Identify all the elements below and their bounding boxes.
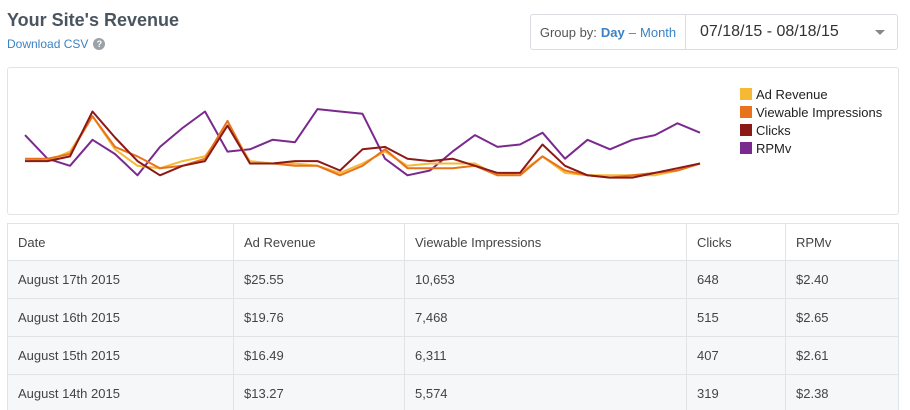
group-by-separator: – bbox=[628, 24, 637, 40]
table-row: August 15th 2015 $16.49 6,311 407 $2.61 bbox=[8, 337, 898, 375]
group-by-day-option[interactable]: Day bbox=[600, 24, 625, 40]
column-header-ad-revenue[interactable]: Ad Revenue bbox=[234, 224, 405, 260]
table-cell: 7,468 bbox=[405, 299, 687, 336]
revenue-line-chart bbox=[24, 108, 701, 179]
legend-item-ad-revenue[interactable]: Ad Revenue bbox=[740, 85, 882, 103]
table-cell: 6,311 bbox=[405, 337, 687, 374]
legend-item-rpmv[interactable]: RPMv bbox=[740, 139, 882, 157]
table-cell: $25.55 bbox=[234, 261, 405, 298]
chevron-down-icon bbox=[875, 29, 885, 35]
table-row: August 16th 2015 $19.76 7,468 515 $2.65 bbox=[8, 299, 898, 337]
group-by-selector: Group by: Day – Month bbox=[531, 15, 686, 49]
legend-label: Clicks bbox=[756, 122, 791, 138]
chart-legend: Ad Revenue Viewable Impressions Clicks RPMv bbox=[740, 85, 882, 157]
legend-label: Viewable Impressions bbox=[756, 104, 883, 120]
table-cell: August 15th 2015 bbox=[8, 337, 234, 374]
table-row: August 17th 2015 $25.55 10,653 648 $2.40 bbox=[8, 261, 898, 299]
table-cell: $13.27 bbox=[234, 375, 405, 410]
table-cell: 319 bbox=[687, 375, 786, 410]
column-header-date[interactable]: Date bbox=[8, 224, 234, 260]
table-header-row: Date Ad Revenue Viewable Impressions Clicks… bbox=[8, 224, 898, 261]
download-csv-link[interactable]: Download CSV ? bbox=[7, 37, 106, 51]
series-line-clicks bbox=[25, 110, 701, 179]
table-cell: August 16th 2015 bbox=[8, 299, 234, 336]
table-cell: $2.61 bbox=[796, 348, 829, 363]
group-by-label: Group by: bbox=[539, 24, 597, 40]
table-cell: $2.65 bbox=[796, 310, 829, 325]
legend-swatch bbox=[740, 124, 752, 136]
revenue-table: Date Ad Revenue Viewable Impressions Clicks… bbox=[7, 223, 899, 410]
series-line-viewable-impressions bbox=[25, 115, 701, 179]
legend-swatch bbox=[740, 88, 752, 100]
table-cell: August 14th 2015 bbox=[8, 375, 234, 410]
group-by-month-option[interactable]: Month bbox=[640, 24, 677, 40]
series-line-rpmv bbox=[24, 108, 701, 177]
table-cell: 407 bbox=[687, 337, 786, 374]
legend-swatch bbox=[740, 142, 752, 154]
page-title: Your Site's Revenue bbox=[7, 10, 180, 30]
legend-item-viewable-impressions[interactable]: Viewable Impressions bbox=[740, 103, 882, 121]
table-cell: 5,574 bbox=[405, 375, 687, 410]
table-cell: $19.76 bbox=[234, 299, 405, 336]
date-range-dropdown[interactable]: 07/18/15 - 08/18/15 bbox=[686, 15, 897, 49]
column-header-clicks[interactable]: Clicks bbox=[687, 224, 786, 260]
legend-label: RPMv bbox=[756, 140, 792, 156]
table-cell: $2.40 bbox=[796, 272, 829, 287]
table-cell: 515 bbox=[687, 299, 786, 336]
revenue-chart: Ad Revenue Viewable Impressions Clicks RPMv bbox=[7, 67, 899, 215]
table-cell: $2.38 bbox=[796, 386, 829, 401]
table-cell: $16.49 bbox=[234, 337, 405, 374]
column-header-viewable-impressions[interactable]: Viewable Impressions bbox=[405, 224, 687, 260]
download-csv-label: Download CSV bbox=[7, 37, 89, 51]
table-cell: August 17th 2015 bbox=[8, 261, 234, 298]
legend-item-clicks[interactable]: Clicks bbox=[740, 121, 882, 139]
table-cell: 10,653 bbox=[405, 261, 687, 298]
legend-swatch bbox=[740, 106, 752, 118]
column-header-rpmv[interactable]: RPMv bbox=[796, 234, 832, 250]
help-icon[interactable]: ? bbox=[93, 38, 106, 50]
date-range-value: 07/18/15 - 08/18/15 bbox=[700, 23, 839, 40]
group-by-control: Group by: Day – Month 07/18/15 - 08/18/1… bbox=[530, 14, 898, 50]
table-cell: 648 bbox=[687, 261, 786, 298]
table-row: August 14th 2015 $13.27 5,574 319 $2.38 bbox=[8, 375, 898, 410]
legend-label: Ad Revenue bbox=[756, 86, 828, 102]
